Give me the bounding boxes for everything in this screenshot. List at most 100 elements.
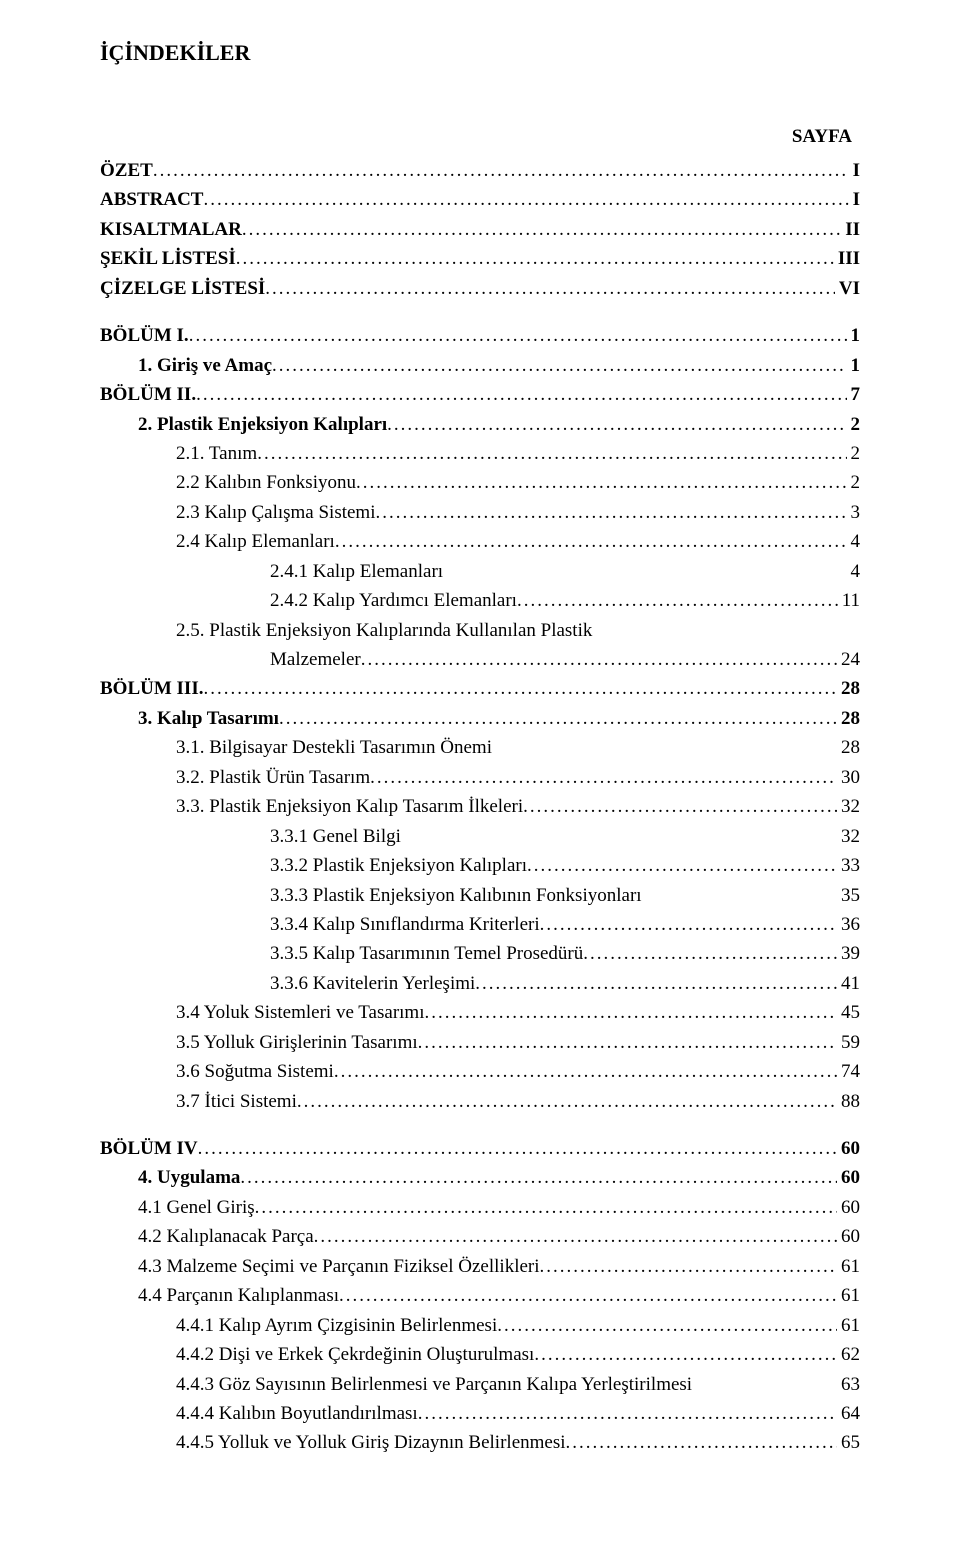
toc-entry: 4.2 Kalıplanacak Parça..................… — [100, 1222, 860, 1251]
toc-entry-label: 2.4 Kalıp Elemanları — [176, 527, 335, 556]
toc-entry-label: 3.3.4 Kalıp Sınıflandırma Kriterleri — [270, 910, 540, 939]
toc-entry: 2.4.1 Kalıp Elemanları 4 — [100, 557, 860, 586]
toc-entry: 4.4.3 Göz Sayısının Belirlenmesi ve Parç… — [100, 1370, 860, 1399]
toc-entry-label: 3.1. Bilgisayar Destekli Tasarımın Önemi — [176, 733, 492, 762]
toc-entry-label: 3.3.6 Kavitelerin Yerleşimi — [270, 969, 475, 998]
toc-entry-page: 41 — [837, 969, 860, 998]
toc-leader-dots: ........................................… — [242, 215, 841, 244]
toc-entry-page: 33 — [837, 851, 860, 880]
toc-leader-dots: ........................................… — [523, 792, 837, 821]
toc-entry: 3.5 Yolluk Girişlerinin Tasarımı........… — [100, 1028, 860, 1057]
toc-entry: 3.3.4 Kalıp Sınıflandırma Kriterleri....… — [100, 910, 860, 939]
toc-entry: 2.4.2 Kalıp Yardımcı Elemanları.........… — [100, 586, 860, 615]
toc-entry: 3.7 İtici Sistemi.......................… — [100, 1087, 860, 1116]
toc-entry-page: 39 — [837, 939, 860, 968]
toc-entry-page: 45 — [837, 998, 860, 1027]
toc-entry-label: 2.1. Tanım — [176, 439, 257, 468]
toc-entry: ABSTRACT................................… — [100, 185, 860, 214]
toc-entry-page: 7 — [847, 380, 861, 409]
toc-entry: 4.4.2 Dişi ve Erkek Çekrdeğinin Oluşturu… — [100, 1340, 860, 1369]
toc-entry-page: 35 — [837, 881, 860, 910]
toc-entry: BÖLÜM II................................… — [100, 380, 860, 409]
toc-entry: 4. Uygulama.............................… — [100, 1163, 860, 1192]
toc-leader-dots: ........................................… — [265, 274, 835, 303]
toc-entry-page: 28 — [837, 674, 860, 703]
toc-leader-dots: ........................................… — [475, 969, 837, 998]
toc-entry-label: 3. Kalıp Tasarımı — [138, 704, 279, 733]
toc-entry-label: 3.3.2 Plastik Enjeksiyon Kalıpları — [270, 851, 527, 880]
toc-leader-dots: ........................................… — [153, 156, 849, 185]
toc-leader-dots: ........................................… — [203, 674, 837, 703]
document-title: İÇİNDEKİLER — [100, 40, 860, 66]
toc-entry: 4.4.1 Kalıp Ayrım Çizgisinin Belirlenmes… — [100, 1311, 860, 1340]
toc-leader-dots: ........................................… — [370, 763, 837, 792]
toc-leader-dots: ........................................… — [257, 439, 846, 468]
toc-entry-label: 4.1 Genel Giriş — [138, 1193, 255, 1222]
toc-entry-label: 3.3.1 Genel Bilgi — [270, 822, 401, 851]
toc-leader-dots: ........................................… — [255, 1193, 837, 1222]
toc-entry-label: 1. Giriş ve Amaç — [138, 351, 272, 380]
toc-entry: 2.3 Kalıp Çalışma Sistemi...............… — [100, 498, 860, 527]
toc-entry: ÖZET....................................… — [100, 156, 860, 185]
toc-entry-page: 61 — [837, 1252, 860, 1281]
toc-leader-dots: ........................................… — [534, 1340, 837, 1369]
toc-leader-dots: ........................................… — [240, 1163, 837, 1192]
toc-leader-dots: ........................................… — [272, 351, 846, 380]
toc-leader-dots: ........................................… — [335, 527, 847, 556]
toc-entry-label: 4.3 Malzeme Seçimi ve Parçanın Fiziksel … — [138, 1252, 540, 1281]
toc-entry: BÖLÜM IV................................… — [100, 1134, 860, 1163]
toc-entry: 3.3.2 Plastik Enjeksiyon Kalıpları......… — [100, 851, 860, 880]
toc-entry: 4.4.5 Yolluk ve Yolluk Giriş Dizaynın Be… — [100, 1428, 860, 1457]
toc-gap — [100, 1116, 860, 1134]
toc-entry-page: 4 — [847, 527, 861, 556]
toc-entry-page: 28 — [837, 733, 860, 762]
toc-entry: 3.3.3 Plastik Enjeksiyon Kalıbının Fonks… — [100, 881, 860, 910]
toc-entry-label: ABSTRACT — [100, 185, 203, 214]
toc-entry-label: 4.4.5 Yolluk ve Yolluk Giriş Dizaynın Be… — [176, 1428, 566, 1457]
toc-entry-page: 2 — [847, 410, 861, 439]
toc-leader-dots: ........................................… — [540, 1252, 837, 1281]
toc-entry-label: 2.4.2 Kalıp Yardımcı Elemanları — [270, 586, 517, 615]
toc-leader-dots: ........................................… — [189, 321, 847, 350]
toc-entry: 3.3.6 Kavitelerin Yerleşimi.............… — [100, 969, 860, 998]
toc-entry: 2.4 Kalıp Elemanları....................… — [100, 527, 860, 556]
toc-entry-page: 65 — [837, 1428, 860, 1457]
toc-entry-label: BÖLÜM IV — [100, 1134, 198, 1163]
toc-leader-dots: ........................................… — [376, 498, 847, 527]
toc-entry-label: 4.4.1 Kalıp Ayrım Çizgisinin Belirlenmes… — [176, 1311, 497, 1340]
toc-entry-label: 3.3. Plastik Enjeksiyon Kalıp Tasarım İl… — [176, 792, 523, 821]
toc-leader-dots — [492, 733, 837, 762]
toc-entry: Malzemeler..............................… — [100, 645, 860, 674]
toc-entry: 3.3. Plastik Enjeksiyon Kalıp Tasarım İl… — [100, 792, 860, 821]
toc-entry: 3.2. Plastik Ürün Tasarım...............… — [100, 763, 860, 792]
toc-leader-dots — [692, 1370, 837, 1399]
toc-leader-dots — [443, 557, 846, 586]
toc-entry-page: 59 — [837, 1028, 860, 1057]
toc-entry-label: 3.5 Yolluk Girişlerinin Tasarımı — [176, 1028, 418, 1057]
toc-entry-page: 60 — [837, 1134, 860, 1163]
toc-leader-dots: ........................................… — [314, 1222, 837, 1251]
toc-entry: 3.1. Bilgisayar Destekli Tasarımın Önemi… — [100, 733, 860, 762]
toc-entry: 2. Plastik Enjeksiyon Kalıpları.........… — [100, 410, 860, 439]
toc-entry-page: 3 — [847, 498, 861, 527]
table-of-contents: ÖZET....................................… — [100, 156, 860, 1458]
toc-entry: 4.4 Parçanın Kalıplanması...............… — [100, 1281, 860, 1310]
toc-entry-page: 61 — [837, 1281, 860, 1310]
toc-entry: KISALTMALAR.............................… — [100, 215, 860, 244]
toc-leader-dots: ........................................… — [418, 1399, 837, 1428]
toc-entry: 3.3.5 Kalıp Tasarımının Temel Prosedürü.… — [100, 939, 860, 968]
toc-entry-label: 3.4 Yoluk Sistemleri ve Tasarımı — [176, 998, 424, 1027]
toc-entry-label: BÖLÜM I. — [100, 321, 189, 350]
toc-leader-dots — [642, 881, 837, 910]
toc-leader-dots: ........................................… — [361, 645, 837, 674]
toc-entry: 3. Kalıp Tasarımı.......................… — [100, 704, 860, 733]
toc-entry-label: 3.2. Plastik Ürün Tasarım — [176, 763, 370, 792]
toc-entry-page: 30 — [837, 763, 860, 792]
toc-entry-page: I — [849, 185, 860, 214]
toc-entry-page: 62 — [837, 1340, 860, 1369]
toc-entry-label: ÖZET — [100, 156, 153, 185]
toc-entry: 4.1 Genel Giriş.........................… — [100, 1193, 860, 1222]
toc-entry-page: 74 — [837, 1057, 860, 1086]
toc-entry-page: 1 — [847, 351, 861, 380]
toc-entry-label: BÖLÜM III. — [100, 674, 203, 703]
